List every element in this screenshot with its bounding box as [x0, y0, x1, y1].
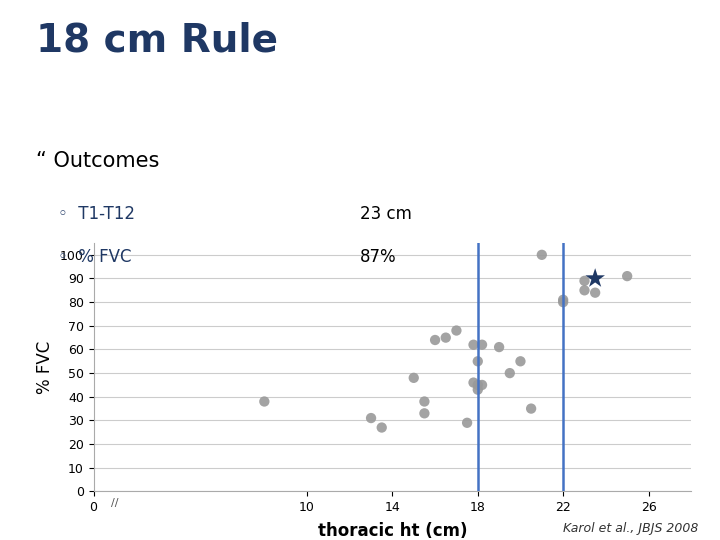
Point	[557, 295, 569, 304]
Point	[515, 357, 526, 366]
Point	[621, 272, 633, 280]
Point	[472, 381, 484, 389]
X-axis label: thoracic ht (cm): thoracic ht (cm)	[318, 523, 467, 540]
Point	[408, 374, 420, 382]
Point	[476, 381, 487, 389]
Point	[472, 386, 484, 394]
Point	[376, 423, 387, 432]
Point	[590, 274, 601, 283]
Point	[365, 414, 377, 422]
Point	[476, 340, 487, 349]
Point	[451, 326, 462, 335]
Point	[462, 418, 473, 427]
Point	[472, 357, 484, 366]
Text: ◦  T1-T12: ◦ T1-T12	[58, 205, 135, 223]
Y-axis label: % FVC: % FVC	[37, 341, 55, 394]
Text: //: //	[111, 497, 119, 508]
Point	[418, 409, 430, 417]
Point	[557, 298, 569, 307]
Point	[493, 343, 505, 352]
Text: “ Outcomes: “ Outcomes	[36, 151, 159, 171]
Point	[579, 276, 590, 285]
Point	[468, 378, 480, 387]
Point	[536, 251, 547, 259]
Text: 87%: 87%	[360, 248, 397, 266]
Text: Karol et al., JBJS 2008: Karol et al., JBJS 2008	[563, 522, 698, 535]
Text: 23 cm: 23 cm	[360, 205, 412, 223]
Point	[258, 397, 270, 406]
Point	[418, 397, 430, 406]
Text: 18 cm Rule: 18 cm Rule	[36, 22, 278, 59]
Text: ◦  % FVC: ◦ % FVC	[58, 248, 131, 266]
Point	[429, 336, 441, 345]
Point	[579, 286, 590, 295]
Point	[468, 340, 480, 349]
Point	[440, 333, 451, 342]
Point	[526, 404, 537, 413]
Point	[504, 369, 516, 377]
Point	[590, 288, 601, 297]
